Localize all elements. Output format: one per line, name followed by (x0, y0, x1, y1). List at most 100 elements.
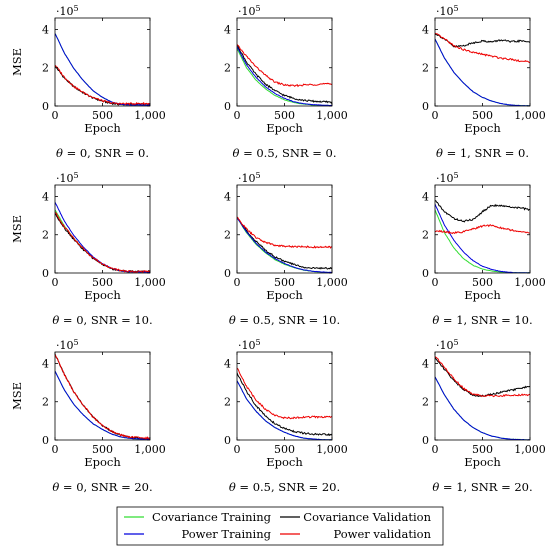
x-axis-label: Epoch (84, 455, 121, 469)
y-axis-label: MSE (10, 382, 24, 410)
series-line (435, 32, 530, 48)
x-tick-label: 0 (234, 109, 241, 122)
y-tick-label: 2 (42, 229, 49, 242)
x-axis-label: Epoch (266, 455, 303, 469)
y-tick-label: 0 (42, 267, 49, 280)
y-multiplier: ·105 (436, 171, 459, 185)
series-line (435, 38, 530, 106)
legend-label: Power validation (333, 527, 431, 541)
y-tick-label: 4 (422, 357, 429, 370)
x-tick-label: 500 (274, 109, 295, 122)
x-tick-label: 0 (52, 109, 59, 122)
series-line (55, 64, 150, 106)
x-tick-label: 500 (472, 443, 493, 456)
x-axis-label: Epoch (464, 121, 501, 135)
chart-panel: 0 2 4 0 500 1,000 ·105 Epoch θ = 0.5, SNR = 0. (224, 4, 348, 160)
y-tick-label: 0 (42, 100, 49, 113)
y-tick-label: 2 (42, 396, 49, 409)
x-tick-label: 0 (432, 109, 439, 122)
x-tick-label: 500 (274, 276, 295, 289)
series-line (237, 44, 332, 88)
y-multiplier: ·105 (56, 338, 79, 352)
series-line (55, 33, 150, 106)
plot-frame (434, 184, 531, 274)
legend-item: Covariance Training (124, 510, 272, 524)
y-multiplier: ·105 (238, 338, 261, 352)
x-tick-label: 0 (234, 276, 241, 289)
chart-panel: 0 2 4 0 500 1,000 ·105 Epoch θ = 0.5, SNR = 10. (224, 171, 348, 327)
x-tick-label: 0 (52, 276, 59, 289)
x-tick-label: 500 (472, 276, 493, 289)
chart-panel: 0 2 4 0 500 1,000 ·105 Epoch θ = 1, SNR = 0. (422, 4, 546, 160)
y-multiplier: ·105 (238, 4, 261, 18)
series-line (237, 217, 332, 249)
y-tick-label: 0 (422, 434, 429, 447)
chart-panel: 0 2 4 0 500 1,000 ·105 Epoch θ = 1, SNR = 10. (422, 171, 546, 327)
y-tick-label: 2 (224, 229, 231, 242)
panel-title: θ = 0, SNR = 0. (56, 146, 149, 160)
x-tick-label: 500 (92, 276, 113, 289)
x-tick-label: 1,000 (316, 276, 348, 289)
y-tick-label: 0 (422, 100, 429, 113)
x-axis-label: Epoch (266, 288, 303, 302)
x-axis-label: Epoch (84, 288, 121, 302)
x-tick-label: 1,000 (134, 109, 166, 122)
series-line (435, 376, 530, 440)
series-line (55, 354, 150, 440)
legend-label: Covariance Training (152, 510, 272, 524)
y-tick-label: 0 (224, 434, 231, 447)
legend-label: Covariance Validation (303, 510, 431, 524)
series-line (435, 32, 530, 64)
y-tick-label: 4 (224, 357, 231, 370)
series-line (55, 370, 150, 440)
series-line (55, 33, 150, 106)
y-axis-label: MSE (10, 48, 24, 76)
panel-title: θ = 0.5, SNR = 20. (229, 480, 340, 494)
series-line (435, 357, 530, 398)
series-line (237, 46, 332, 106)
y-multiplier: ·105 (436, 4, 459, 18)
legend: Covariance Training Covariance Validation… (116, 506, 444, 546)
x-tick-label: 0 (52, 443, 59, 456)
y-multiplier: ·105 (56, 4, 79, 18)
y-tick-label: 2 (422, 229, 429, 242)
x-axis-label: Epoch (266, 121, 303, 135)
panel-title: θ = 1, SNR = 20. (432, 480, 532, 494)
series-line (435, 356, 530, 398)
y-tick-label: 2 (224, 62, 231, 75)
y-tick-label: 4 (42, 23, 49, 36)
legend-item: Power Training (124, 527, 272, 541)
panel-title: θ = 1, SNR = 10. (432, 313, 532, 327)
series-line (237, 367, 332, 420)
panel-title: θ = 0, SNR = 10. (52, 313, 152, 327)
series-line (435, 200, 530, 223)
x-tick-label: 1,000 (514, 443, 546, 456)
series-line (237, 380, 332, 440)
legend-item: Power validation (280, 527, 432, 541)
x-axis-label: Epoch (464, 455, 501, 469)
legend-box (116, 506, 444, 546)
y-multiplier: ·105 (56, 171, 79, 185)
series-line (55, 65, 150, 106)
x-tick-label: 500 (274, 443, 295, 456)
panel-title: θ = 0, SNR = 20. (52, 480, 152, 494)
x-tick-label: 500 (472, 109, 493, 122)
x-tick-label: 1,000 (514, 109, 546, 122)
panel-title: θ = 0.5, SNR = 0. (232, 146, 336, 160)
series-line (435, 38, 530, 106)
series-line (237, 44, 332, 104)
x-tick-label: 1,000 (316, 109, 348, 122)
y-multiplier: ·105 (238, 171, 261, 185)
series-line (55, 201, 150, 273)
x-tick-label: 500 (92, 443, 113, 456)
chart-panel: 0 2 4 0 500 1,000 ·105 Epoch θ = 0.5, SNR = 20. (224, 338, 348, 494)
chart-panel: 0 2 4 0 500 1,000 ·105 Epoch MSE θ = 0, SNR = 0. (10, 4, 166, 160)
x-tick-label: 500 (92, 109, 113, 122)
y-multiplier: ·105 (436, 338, 459, 352)
series-line (435, 376, 530, 440)
x-tick-label: 0 (234, 443, 241, 456)
series-line (237, 48, 332, 106)
plot-frame (236, 351, 333, 441)
